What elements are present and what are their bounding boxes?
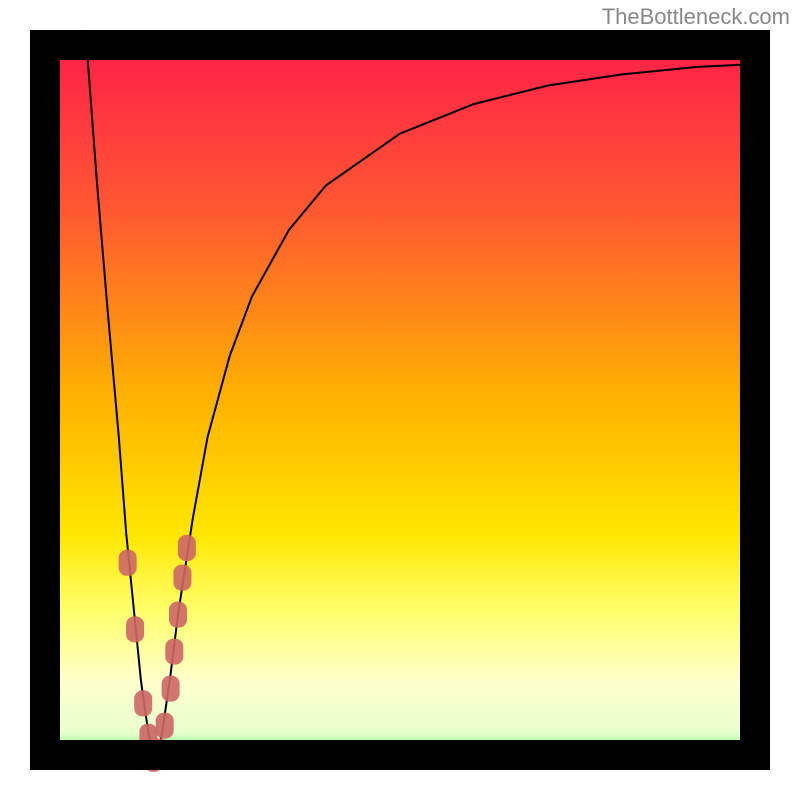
marker-point: [178, 535, 196, 561]
marker-point: [173, 565, 191, 591]
marker-point: [169, 602, 187, 628]
marker-point: [151, 739, 169, 765]
marker-point: [156, 713, 174, 739]
curve-layer: [30, 30, 770, 770]
marker-point: [165, 639, 183, 665]
marker-point: [119, 550, 137, 576]
marker-point: [134, 690, 152, 716]
data-markers: [119, 535, 196, 772]
watermark-text: TheBottleneck.com: [602, 4, 790, 30]
marker-point: [126, 616, 144, 642]
plot-area: [30, 30, 770, 770]
bottleneck-curve: [86, 30, 771, 770]
chart-container: TheBottleneck.com: [0, 0, 800, 800]
marker-point: [162, 676, 180, 702]
